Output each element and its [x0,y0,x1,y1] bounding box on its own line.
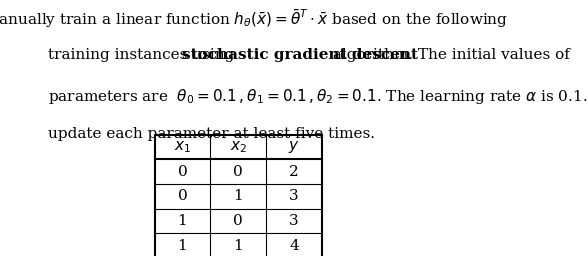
Text: 2: 2 [289,165,299,179]
Text: stochastic gradient descent: stochastic gradient descent [182,48,419,61]
Text: update each parameter at least five times.: update each parameter at least five time… [48,127,375,141]
Text: 1: 1 [178,239,188,253]
Text: training instances using: training instances using [48,48,239,61]
Text: · Manually train a linear function $h_\theta(\bar{x}) = \bar{\theta}^T \cdot \ba: · Manually train a linear function $h_\t… [0,8,508,30]
Text: 0: 0 [233,214,243,228]
Text: 1: 1 [233,239,243,253]
Text: 1: 1 [233,189,243,203]
Text: 3: 3 [289,214,299,228]
Text: 3: 3 [289,189,299,203]
Text: 1: 1 [178,214,188,228]
Text: 0: 0 [178,165,188,179]
Text: $x_1$: $x_1$ [174,139,191,155]
Text: $y$: $y$ [288,139,300,155]
Text: 0: 0 [178,189,188,203]
Text: 4: 4 [289,239,299,253]
Text: 0: 0 [233,165,243,179]
Text: $x_2$: $x_2$ [230,139,247,155]
Text: algorithm. The initial values of: algorithm. The initial values of [328,48,570,61]
Text: parameters are  $\theta_0 = 0.1\,,\theta_1 = 0.1\,,\theta_2 = 0.1$. The learning: parameters are $\theta_0 = 0.1\,,\theta_… [48,87,588,106]
